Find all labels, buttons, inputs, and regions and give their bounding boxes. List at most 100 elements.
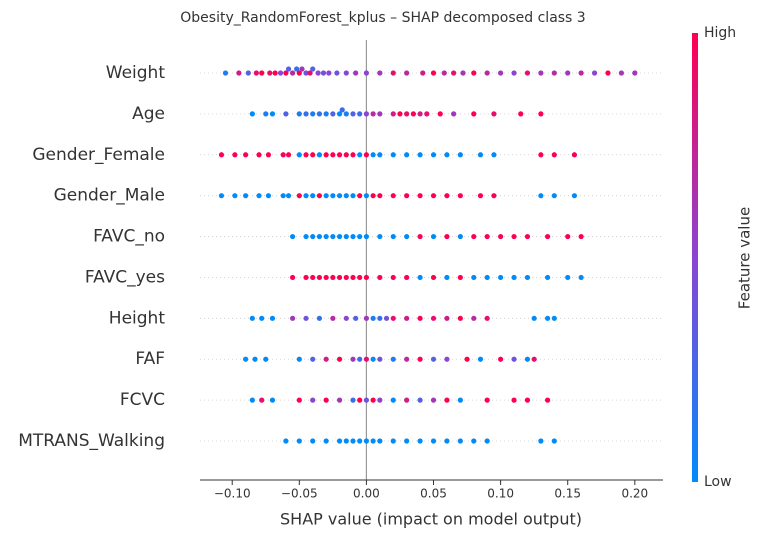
shap-point bbox=[464, 356, 470, 362]
shap-point bbox=[441, 70, 447, 76]
shap-point bbox=[578, 70, 584, 76]
shap-point bbox=[430, 438, 437, 444]
shap-point bbox=[283, 70, 289, 76]
shap-point bbox=[524, 70, 531, 76]
shap-point bbox=[336, 193, 343, 199]
shap-point bbox=[578, 274, 584, 281]
shap-point bbox=[252, 356, 258, 362]
shap-point bbox=[457, 274, 463, 281]
shap-point bbox=[265, 152, 272, 158]
shap-point bbox=[437, 111, 443, 117]
shap-point bbox=[544, 315, 551, 321]
shap-point bbox=[538, 111, 544, 117]
shap-point bbox=[377, 111, 383, 117]
shap-point bbox=[326, 70, 332, 76]
shap-point bbox=[357, 193, 363, 199]
x-tick-label: −0.10 bbox=[214, 487, 251, 501]
shap-point bbox=[323, 356, 329, 362]
feature-label: FAVC_no bbox=[93, 227, 165, 247]
shap-point bbox=[578, 233, 584, 240]
shap-point bbox=[307, 70, 313, 76]
shap-point bbox=[491, 152, 497, 158]
shap-point bbox=[357, 233, 363, 240]
shap-point bbox=[538, 70, 544, 76]
shap-point bbox=[265, 193, 272, 199]
shap-point bbox=[343, 152, 349, 158]
shap-point bbox=[259, 315, 265, 321]
shap-point bbox=[565, 233, 571, 240]
shap-point bbox=[457, 193, 463, 199]
shap-point bbox=[370, 152, 376, 158]
feature-label: Gender_Male bbox=[54, 186, 165, 206]
x-tick-label: 0.15 bbox=[554, 487, 581, 501]
x-tick-label: 0.20 bbox=[621, 487, 648, 501]
colorbar-label: Feature value bbox=[736, 207, 754, 309]
shap-point bbox=[417, 193, 423, 199]
shap-point bbox=[544, 274, 551, 281]
shap-point bbox=[336, 397, 343, 403]
shap-point bbox=[218, 152, 225, 158]
shap-point bbox=[323, 274, 329, 281]
shap-point bbox=[377, 356, 383, 362]
shap-point bbox=[357, 356, 363, 362]
x-tick-label: 0.05 bbox=[420, 487, 447, 501]
shap-point bbox=[491, 111, 497, 117]
shap-point bbox=[404, 274, 410, 281]
shap-point bbox=[471, 274, 477, 281]
shap-point bbox=[263, 356, 269, 362]
shap-point bbox=[538, 438, 544, 444]
shap-point bbox=[390, 397, 396, 403]
shap-point bbox=[343, 438, 349, 444]
shap-point bbox=[272, 70, 278, 76]
shap-point bbox=[336, 152, 343, 158]
shap-point bbox=[524, 356, 531, 362]
shap-point bbox=[477, 356, 484, 362]
shap-point bbox=[477, 193, 484, 199]
shap-point bbox=[498, 70, 504, 76]
shap-point bbox=[377, 274, 383, 281]
shap-point bbox=[430, 152, 437, 158]
shap-point bbox=[343, 70, 349, 76]
shap-point bbox=[320, 70, 327, 76]
shap-point bbox=[285, 152, 292, 158]
shap-point bbox=[544, 397, 551, 403]
colorbar bbox=[692, 33, 698, 482]
shap-point bbox=[323, 438, 329, 444]
shap-point bbox=[285, 66, 292, 72]
shap-point bbox=[377, 152, 383, 158]
shap-point bbox=[259, 70, 265, 76]
shap-point bbox=[280, 193, 286, 199]
shap-point bbox=[283, 111, 289, 117]
shap-point bbox=[430, 315, 437, 321]
shap-point bbox=[310, 66, 316, 72]
shap-point bbox=[316, 152, 323, 158]
shap-point bbox=[323, 397, 329, 403]
shap-point bbox=[404, 70, 410, 76]
shap-point bbox=[303, 315, 309, 321]
shap-point bbox=[390, 274, 396, 281]
shap-point bbox=[457, 152, 463, 158]
shap-point bbox=[269, 397, 276, 403]
shap-point bbox=[383, 315, 390, 321]
shap-point bbox=[484, 274, 490, 281]
shap-point bbox=[460, 70, 466, 76]
shap-point bbox=[417, 397, 423, 403]
shap-point bbox=[457, 233, 463, 240]
shap-point bbox=[316, 233, 323, 240]
shap-point bbox=[444, 274, 450, 281]
shap-point bbox=[420, 70, 426, 76]
shap-point bbox=[404, 356, 410, 362]
shap-point bbox=[404, 397, 410, 403]
shap-point bbox=[296, 193, 302, 199]
shap-point bbox=[330, 111, 336, 117]
shap-point bbox=[256, 193, 262, 199]
shap-point bbox=[518, 111, 524, 117]
shap-point bbox=[353, 315, 359, 321]
shap-point bbox=[222, 70, 229, 76]
shap-point bbox=[484, 315, 490, 321]
shap-point bbox=[232, 193, 238, 199]
shap-point bbox=[538, 193, 544, 199]
shap-point bbox=[310, 356, 316, 362]
shap-point bbox=[310, 397, 316, 403]
shap-point bbox=[350, 438, 356, 444]
